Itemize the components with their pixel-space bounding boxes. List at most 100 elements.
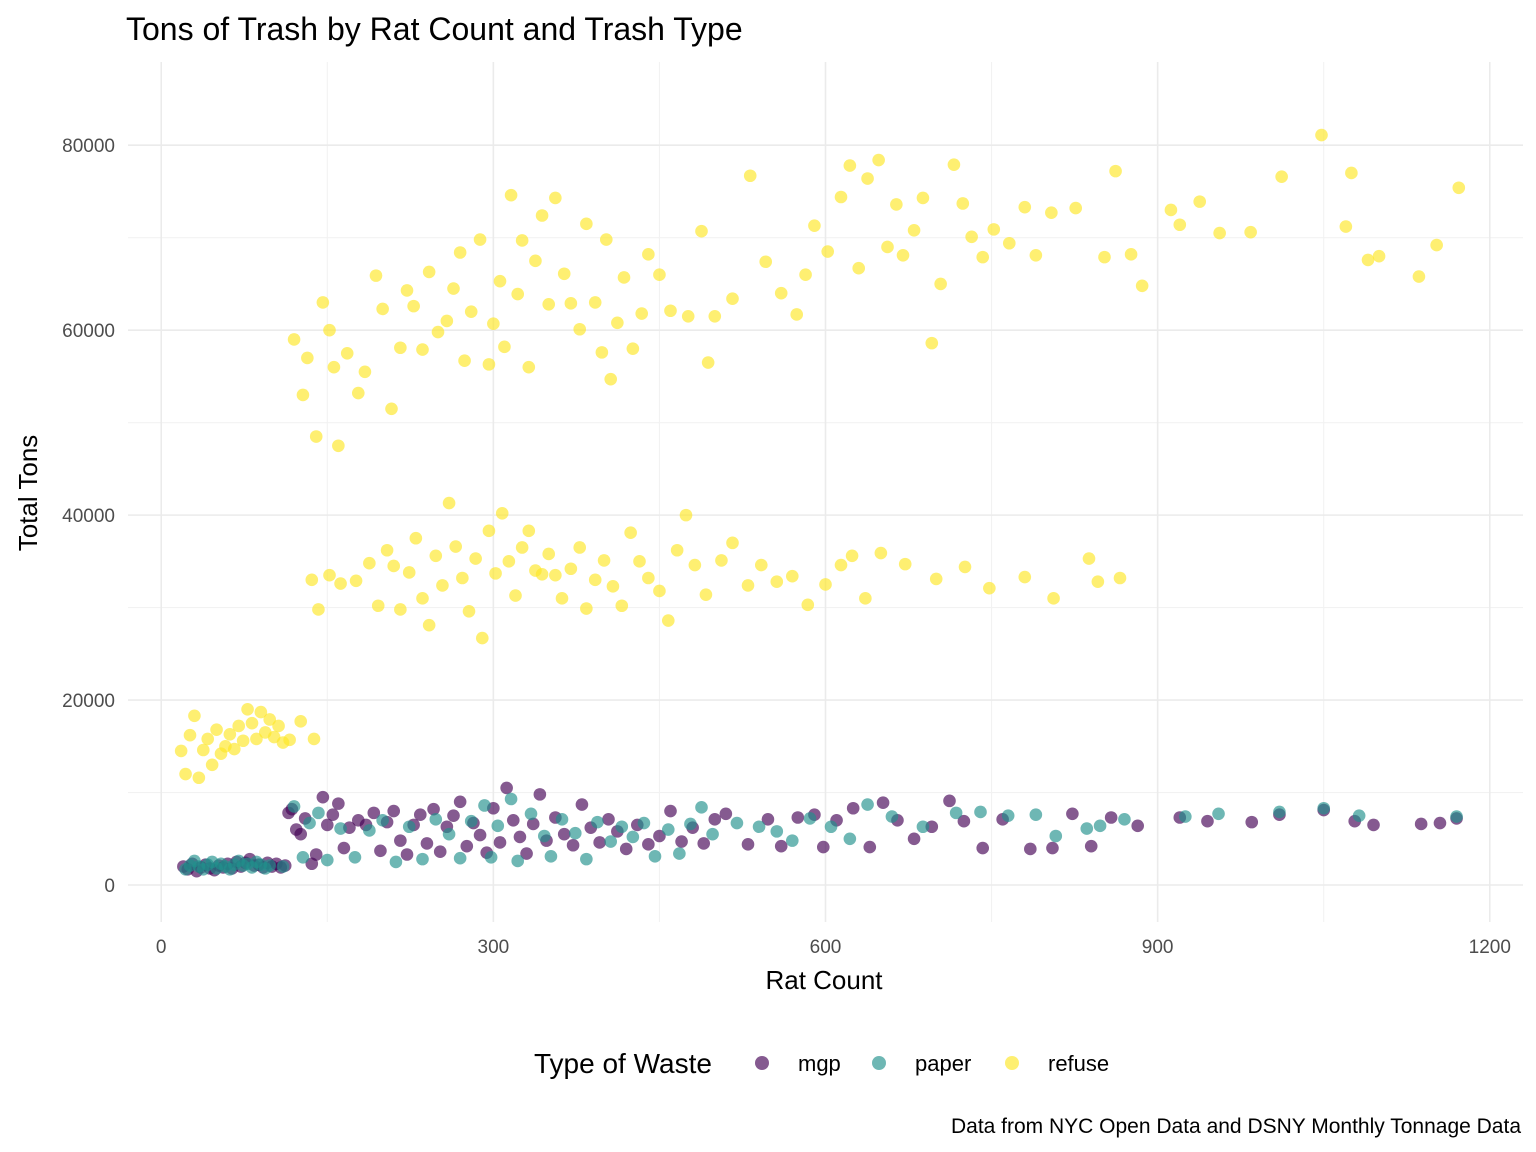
- paper-point: [402, 820, 416, 834]
- mgp-point: [642, 838, 655, 851]
- refuse-point: [1339, 220, 1353, 233]
- paper-point: [591, 815, 604, 829]
- refuse-point: [956, 197, 970, 210]
- refuse-point: [708, 310, 722, 323]
- paper-point: [348, 850, 362, 864]
- refuse-point: [653, 584, 666, 598]
- x-tick-label: 900: [1142, 937, 1174, 958]
- refuse-point: [509, 589, 522, 602]
- mgp-point: [1433, 816, 1447, 830]
- refuse-point: [542, 547, 556, 561]
- refuse-point: [223, 727, 237, 741]
- paper-point: [580, 852, 593, 866]
- refuse-point: [642, 248, 655, 261]
- legend-label-refuse: refuse: [1048, 1051, 1109, 1076]
- refuse-point: [387, 559, 401, 573]
- mgp-point: [513, 830, 527, 844]
- legend: Type of Waste mgp paper refuse: [534, 1048, 1109, 1079]
- mgp-point: [741, 838, 755, 851]
- refuse-point: [283, 733, 296, 747]
- refuse-point: [595, 346, 609, 359]
- mgp-point: [816, 840, 830, 854]
- mgp-point: [1024, 842, 1037, 856]
- refuse-point: [535, 209, 549, 222]
- paper-point: [684, 817, 697, 831]
- refuse-point: [394, 341, 407, 355]
- refuse-point: [635, 307, 649, 320]
- legend-item-paper: paper: [872, 1051, 971, 1076]
- refuse-point: [431, 325, 445, 339]
- refuse-point: [661, 614, 675, 627]
- refuse-point: [436, 579, 449, 592]
- paper-point: [363, 824, 376, 837]
- mgp-point: [1131, 819, 1145, 833]
- refuse-point: [1244, 225, 1257, 239]
- x-tick-label: 1200: [1469, 937, 1511, 958]
- paper-point: [429, 813, 443, 826]
- refuse-point: [801, 598, 815, 612]
- refuse-point: [664, 304, 677, 318]
- refuse-point: [210, 723, 223, 736]
- legend-item-refuse: refuse: [1005, 1051, 1109, 1076]
- paper-point: [1450, 810, 1463, 823]
- mgp-point: [1104, 811, 1118, 824]
- mgp-point: [846, 801, 860, 815]
- refuse-point: [699, 588, 713, 601]
- refuse-point: [307, 732, 321, 746]
- paper-point: [524, 807, 538, 821]
- refuse-point: [580, 217, 593, 231]
- refuse-point: [440, 314, 454, 328]
- refuse-point: [464, 305, 478, 318]
- paper-point: [949, 806, 963, 820]
- series-paper: [179, 792, 1463, 876]
- y-tick-label: 20000: [62, 691, 115, 712]
- refuse-point: [1372, 249, 1386, 263]
- refuse-point: [916, 191, 930, 205]
- refuse-point: [1082, 552, 1096, 565]
- refuse-point: [1193, 195, 1207, 208]
- refuse-point: [890, 198, 903, 211]
- refuse-point: [305, 573, 319, 587]
- mgp-point: [876, 796, 890, 810]
- paper-point: [661, 823, 675, 836]
- refuse-point: [821, 245, 835, 258]
- paper-point: [916, 820, 930, 834]
- refuse-point: [872, 153, 885, 167]
- refuse-point: [741, 579, 755, 592]
- paper-point: [320, 853, 334, 867]
- paper-point: [263, 859, 277, 872]
- refuse-point: [726, 536, 739, 550]
- refuse-point: [549, 191, 562, 205]
- refuse-point: [1045, 206, 1058, 220]
- refuse-point: [227, 742, 241, 756]
- paper-point: [1317, 801, 1331, 815]
- paper-point: [974, 805, 987, 819]
- refuse-point: [774, 286, 788, 300]
- refuse-point: [363, 556, 376, 570]
- paper-point: [803, 812, 817, 825]
- grid: [128, 62, 1523, 922]
- refuse-point: [681, 310, 695, 323]
- paper-point: [885, 810, 899, 823]
- refuse-point: [502, 555, 516, 568]
- refuse-point: [245, 716, 259, 730]
- refuse-point: [1091, 575, 1105, 588]
- refuse-point: [416, 592, 429, 605]
- refuse-point: [294, 715, 308, 728]
- refuse-point: [808, 219, 821, 232]
- refuse-point: [1135, 279, 1149, 293]
- refuse-point: [1361, 253, 1375, 267]
- refuse-point: [205, 758, 219, 772]
- mgp-point: [400, 848, 414, 861]
- refuse-point: [183, 728, 197, 742]
- paper-point: [730, 816, 744, 830]
- refuse-point: [701, 356, 715, 369]
- mgp-point: [664, 804, 677, 818]
- refuse-point: [385, 402, 398, 416]
- refuse-point: [1109, 164, 1122, 178]
- mgp-point: [1367, 818, 1380, 832]
- legend-key-mgp: [755, 1056, 769, 1070]
- refuse-point: [309, 430, 323, 443]
- refuse-point: [312, 603, 325, 616]
- refuse-point: [1275, 170, 1288, 183]
